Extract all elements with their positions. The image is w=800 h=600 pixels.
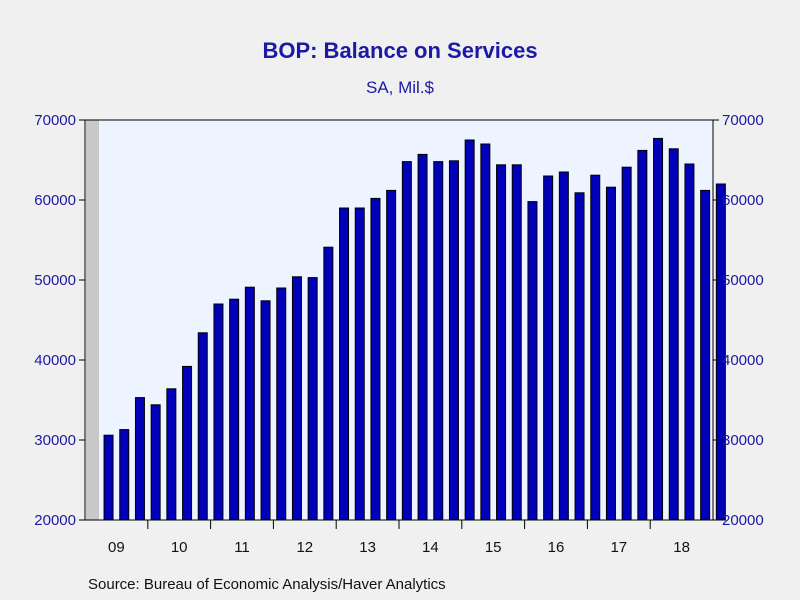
- bar: [229, 298, 240, 521]
- bar: [433, 161, 444, 521]
- chart-subtitle: SA, Mil.$: [365, 78, 435, 97]
- y-tick-label-right: 70000: [722, 112, 764, 129]
- bar: [558, 171, 569, 521]
- bar: [260, 300, 271, 521]
- y-tick-label-right: 60000: [722, 192, 764, 209]
- y-tick-label-left: 20000: [34, 512, 76, 529]
- y-tick-label-left: 70000: [34, 112, 76, 129]
- x-tick-label: 14: [422, 539, 439, 556]
- bar: [590, 174, 601, 521]
- bar: [291, 276, 302, 521]
- bar: [511, 164, 522, 521]
- x-tick-label: 09: [108, 539, 125, 556]
- bar: [621, 166, 632, 521]
- x-tick-label: 17: [610, 539, 627, 556]
- bar: [166, 388, 177, 521]
- y-tick-label-right: 20000: [722, 512, 764, 529]
- bar: [339, 207, 350, 521]
- bar: [448, 160, 459, 521]
- bar: [103, 434, 114, 521]
- bar: [354, 207, 365, 521]
- ticks-group: 20000 20000 30000 30000 40000 40000 50000 50000…: [34, 112, 763, 556]
- bar: [496, 164, 507, 521]
- x-tick-label: 13: [359, 539, 376, 556]
- y-tick-label-left: 40000: [34, 352, 76, 369]
- chart-title: BOP: Balance on Services: [262, 38, 538, 63]
- bar: [715, 183, 726, 521]
- bar: [653, 137, 664, 521]
- bar: [182, 365, 193, 521]
- x-tick-label: 10: [171, 539, 188, 556]
- bar: [197, 332, 208, 521]
- bar: [637, 149, 648, 521]
- bar: [370, 197, 381, 521]
- bar: [119, 429, 130, 521]
- bar: [323, 246, 334, 521]
- y-tick-label-right: 30000: [722, 432, 764, 449]
- y-tick-label-right: 50000: [722, 272, 764, 289]
- bar: [543, 175, 554, 521]
- bar: [700, 189, 711, 521]
- y-tick-label-left: 50000: [34, 272, 76, 289]
- x-tick-label: 15: [485, 539, 502, 556]
- x-tick-label: 11: [234, 539, 250, 556]
- bar: [480, 143, 491, 521]
- bar: [276, 287, 287, 521]
- bar: [417, 153, 428, 521]
- bar: [574, 192, 585, 521]
- bar: [134, 397, 145, 521]
- source-note: Source: Bureau of Economic Analysis/Have…: [88, 576, 446, 593]
- x-tick-label: 16: [548, 539, 565, 556]
- bar: [527, 201, 538, 521]
- bar: [464, 139, 475, 521]
- bar: [668, 148, 679, 521]
- x-tick-label: 12: [296, 539, 313, 556]
- bar: [150, 404, 161, 521]
- bar: [213, 303, 224, 521]
- y-tick-label-right: 40000: [722, 352, 764, 369]
- x-tick-label: 18: [673, 539, 690, 556]
- bar: [401, 161, 412, 521]
- plot-area: [85, 120, 713, 520]
- plot-background: [85, 120, 713, 520]
- bar: [307, 277, 318, 521]
- y-tick-label-left: 30000: [34, 432, 76, 449]
- bar: [244, 286, 255, 521]
- recession-shade: [86, 120, 99, 520]
- bar: [605, 186, 616, 521]
- y-tick-label-left: 60000: [34, 192, 76, 209]
- bar: [684, 163, 695, 521]
- bar: [386, 189, 397, 521]
